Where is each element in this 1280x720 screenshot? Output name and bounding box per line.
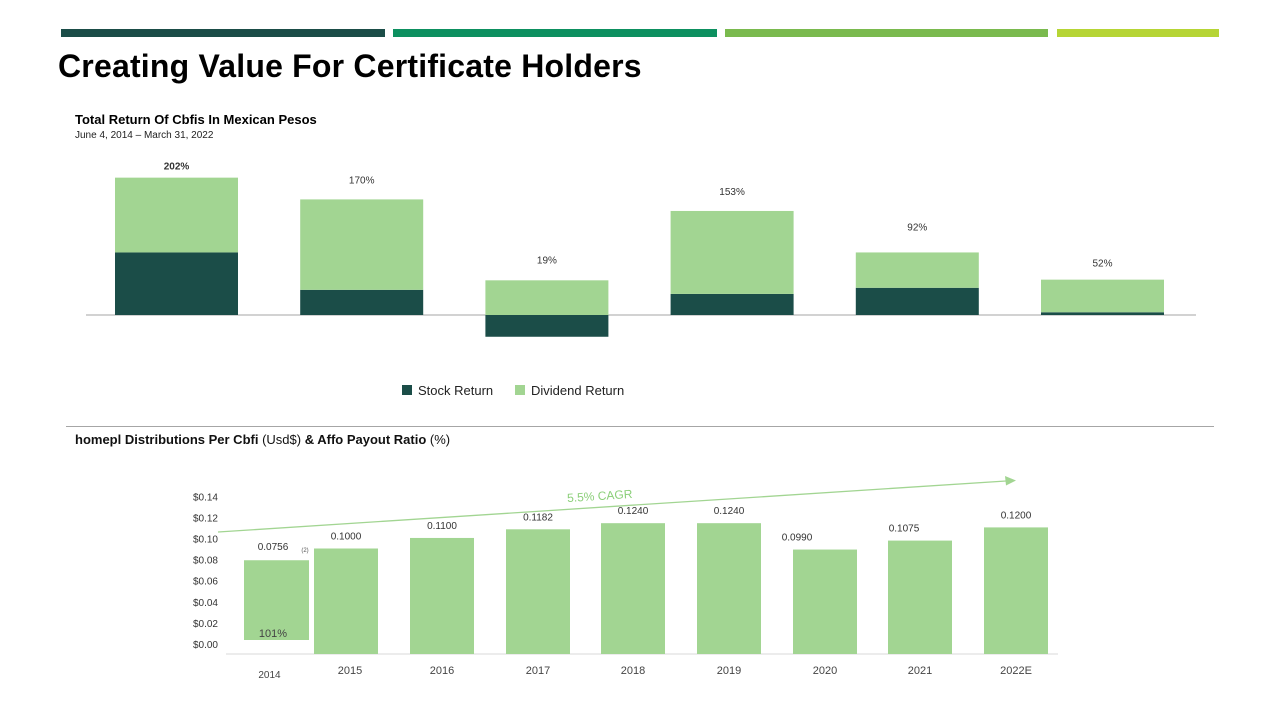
chart1-title: Total Return Of Cbfis In Mexican Pesos	[75, 112, 317, 127]
total-return-label: 19%	[537, 255, 557, 266]
footnote-marker: (2)	[301, 548, 308, 554]
chart2-title-part-3: & Affo Payout Ratio	[304, 432, 427, 447]
x-category-label: 2020	[813, 665, 837, 677]
cagr-arrow-head	[1005, 476, 1016, 486]
stock-return-bar	[855, 287, 979, 315]
distribution-value-label: 0.1240	[618, 506, 649, 517]
chart2-title-part-1: homepl Distributions Per Cbfi	[75, 432, 259, 447]
accent-bar-2	[393, 29, 717, 37]
stock-return-bar	[1041, 312, 1164, 315]
y-tick-label: $0.02	[193, 619, 218, 630]
x-category-label: 2015	[338, 665, 362, 677]
total-return-chart: 202% 170% 19% 153% 92% 52%	[86, 162, 1196, 337]
chart2-title: homepl Distributions Per Cbfi (Usd$) & A…	[75, 432, 450, 447]
accent-bar-3	[725, 29, 1048, 37]
distribution-bar	[697, 523, 761, 654]
distribution-bar	[601, 523, 665, 654]
x-category-label: 2022E	[1000, 665, 1032, 677]
y-tick-label: $0.08	[193, 556, 218, 567]
dividend-return-bar	[855, 252, 979, 288]
total-return-label: 170%	[349, 175, 375, 186]
y-tick-label: $0.00	[193, 640, 218, 651]
distribution-value-label: 0.0756	[258, 542, 289, 553]
distribution-bar	[244, 560, 309, 640]
x-category-label: 2019	[717, 665, 741, 677]
distribution-value-label: 0.1100	[427, 521, 457, 532]
distribution-bar	[888, 540, 952, 654]
cagr-annotation: 5.5% CAGR	[567, 487, 633, 505]
distribution-bar	[410, 537, 474, 654]
chart2-title-part-4: (%)	[426, 432, 451, 447]
payout-ratio-label: 101%	[259, 628, 287, 640]
stock-return-bar	[115, 252, 238, 315]
distribution-value-label: 0.1240	[714, 506, 745, 517]
x-category-label: 2014	[258, 670, 281, 681]
total-return-label: 52%	[1092, 259, 1112, 270]
section-divider	[66, 426, 1214, 427]
legend-label-dividend: Dividend Return	[531, 382, 625, 398]
distributions-chart: $0.00 $0.02 $0.04 $0.06 $0.08 $0.10 $0.12 $0.14…	[193, 476, 1058, 681]
dividend-return-bar	[485, 280, 609, 315]
distribution-value-label: 0.1000	[331, 532, 362, 543]
dividend-return-bar	[1041, 279, 1164, 313]
y-tick-label: $0.12	[193, 513, 218, 524]
page-title: Creating Value For Certificate Holders	[58, 48, 642, 84]
legend-dividend-return: Dividend Return	[515, 382, 624, 398]
chart2-title-part-2: (Usd$)	[258, 432, 305, 447]
total-return-label: 92%	[907, 222, 927, 233]
distribution-value-label: 0.0990	[782, 533, 813, 544]
accent-bar-4	[1057, 29, 1219, 37]
stock-return-bar	[300, 289, 424, 315]
chart1-subtitle: June 4, 2014 – March 31, 2022	[75, 130, 214, 141]
distribution-bar	[793, 549, 857, 654]
stock-return-bar	[485, 315, 609, 337]
y-tick-label: $0.04	[193, 598, 218, 609]
x-category-label: 2021	[908, 665, 932, 677]
y-tick-label: $0.14	[193, 492, 218, 503]
distribution-value-label: 0.1200	[1001, 510, 1032, 521]
legend-swatch-stock	[402, 385, 412, 395]
y-tick-label: $0.06	[193, 577, 218, 588]
x-category-label: 2018	[621, 665, 645, 677]
x-category-label: 2017	[526, 665, 550, 677]
legend-swatch-dividend	[515, 385, 525, 395]
distribution-bar	[506, 529, 570, 654]
legend-label-stock: Stock Return	[418, 382, 494, 398]
legend-stock-return: Stock Return	[402, 382, 493, 398]
dividend-return-bar	[670, 210, 794, 294]
distribution-value-label: 0.1182	[523, 512, 553, 523]
dividend-return-bar	[300, 199, 424, 290]
x-category-label: 2016	[430, 665, 454, 677]
total-return-label: 202%	[164, 162, 190, 173]
stock-return-bar	[670, 293, 794, 315]
distribution-value-label: 0.1075	[889, 524, 920, 535]
total-return-label: 153%	[719, 187, 745, 198]
accent-bar-1	[61, 29, 385, 37]
cagr-arrow-line	[217, 480, 1007, 533]
distribution-bar	[984, 527, 1048, 654]
y-tick-label: $0.10	[193, 535, 218, 546]
dividend-return-bar	[115, 177, 238, 253]
distribution-bar	[314, 548, 378, 654]
